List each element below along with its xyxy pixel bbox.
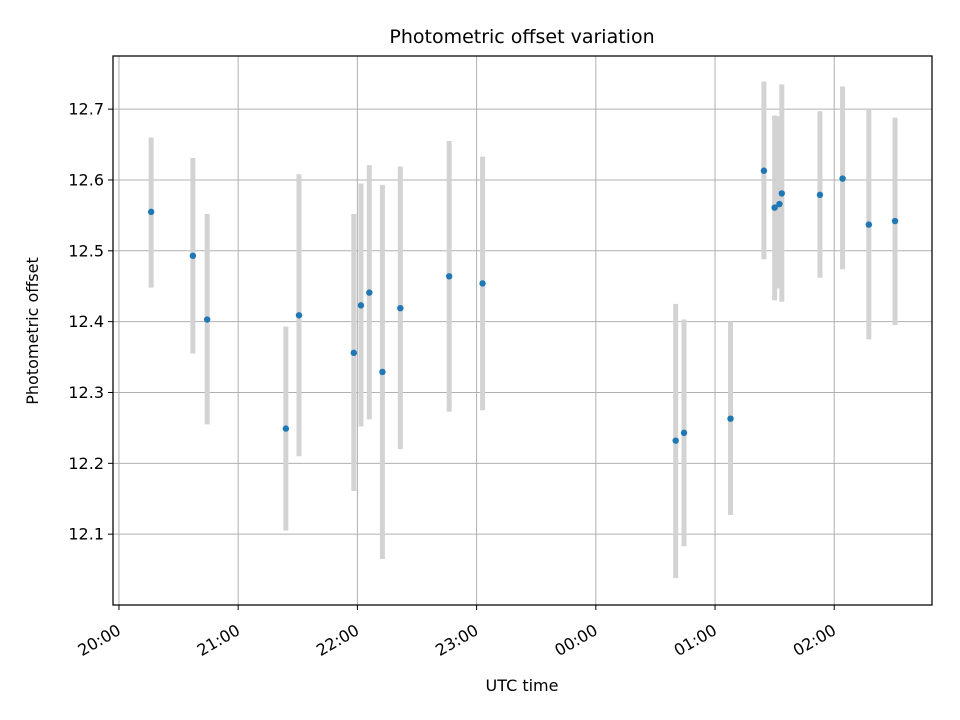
data-point: [778, 190, 785, 197]
data-point: [147, 208, 155, 216]
data-point: [350, 349, 358, 357]
data-point: [771, 204, 778, 211]
data-point: [839, 175, 846, 182]
data-point: [282, 425, 290, 432]
data-point: [891, 217, 899, 225]
data-point: [672, 437, 679, 444]
y-axis-label: Photometric offset: [23, 257, 42, 405]
data-point: [865, 221, 873, 228]
y-tick-label: 12.5: [68, 241, 104, 260]
y-tick-label: 12.7: [68, 100, 104, 119]
y-tick-label: 12.3: [68, 383, 104, 402]
data-points: [147, 167, 899, 444]
data-point: [397, 304, 404, 312]
y-tick-label: 12.4: [68, 312, 104, 331]
y-tick-label: 12.2: [68, 454, 104, 473]
y-tick-label: 12.1: [68, 525, 104, 544]
data-point: [379, 368, 386, 376]
data-point: [366, 289, 373, 296]
data-point: [445, 273, 453, 280]
y-axis-ticks: 12.1 12.2 12.3 12.4 12.5 12.6 12.7: [68, 100, 113, 544]
data-point: [203, 316, 211, 323]
data-point: [776, 200, 783, 208]
data-point: [727, 415, 734, 422]
grid: [113, 56, 932, 605]
data-point: [816, 191, 824, 199]
data-point: [680, 429, 688, 437]
data-point: [760, 167, 768, 174]
y-tick-label: 12.6: [68, 170, 104, 189]
data-point: [295, 312, 303, 319]
data-point: [189, 252, 197, 259]
plot-frame: [112, 55, 933, 606]
data-point: [479, 280, 486, 287]
x-axis-label: UTC time: [486, 676, 559, 695]
chart-title: Photometric offset variation: [389, 26, 654, 48]
data-point: [357, 302, 365, 309]
